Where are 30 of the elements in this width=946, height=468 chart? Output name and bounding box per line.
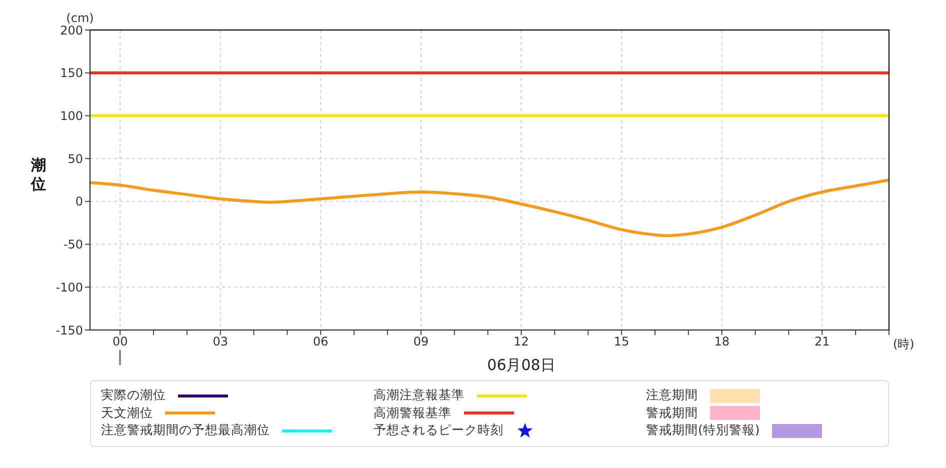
y-tick-label: 0 [75,194,83,209]
legend-label: 警戒期間 [646,404,698,422]
x-axis-title: 06月08日 [487,356,556,374]
legend-label: 実際の潮位 [101,387,166,404]
line-series [90,178,889,238]
legend-label: 高潮警報基準 [374,404,452,422]
y-tick-label: 100 [60,108,83,123]
legend-label: 天文潮位 [101,404,153,422]
text: (時) [893,337,914,351]
x-tick-label: 18 [714,334,730,349]
x-tick-label: 03 [212,334,228,349]
legend-label: 警戒期間(特別警報) [646,422,760,440]
y-tick-label: -100 [56,280,83,294]
text: (cm) [66,11,94,25]
y-tick-label: 200 [60,23,83,38]
x-tick-label: 15 [614,334,630,349]
y-tick-label: -50 [63,238,83,252]
x-tick-label: 06 [313,334,328,349]
x-tick-label: 12 [514,334,529,349]
x-tick-label: 09 [413,334,429,349]
legend-label: 高潮注意報基準 [374,387,464,404]
y-axis-title: 潮位 [31,156,46,193]
y-tick-label: -150 [56,323,83,338]
x-tick-label: 00 [112,334,128,349]
y-tick-label: 150 [60,66,83,80]
x-tick-label: 21 [814,334,830,349]
y-tick-label: 50 [68,152,83,166]
legend-label: 注意期間 [646,387,698,404]
legend-label: 予想されるピーク時刻 [374,422,504,440]
legend-label: 注意警戒期間の予想最高潮位 [101,422,270,440]
